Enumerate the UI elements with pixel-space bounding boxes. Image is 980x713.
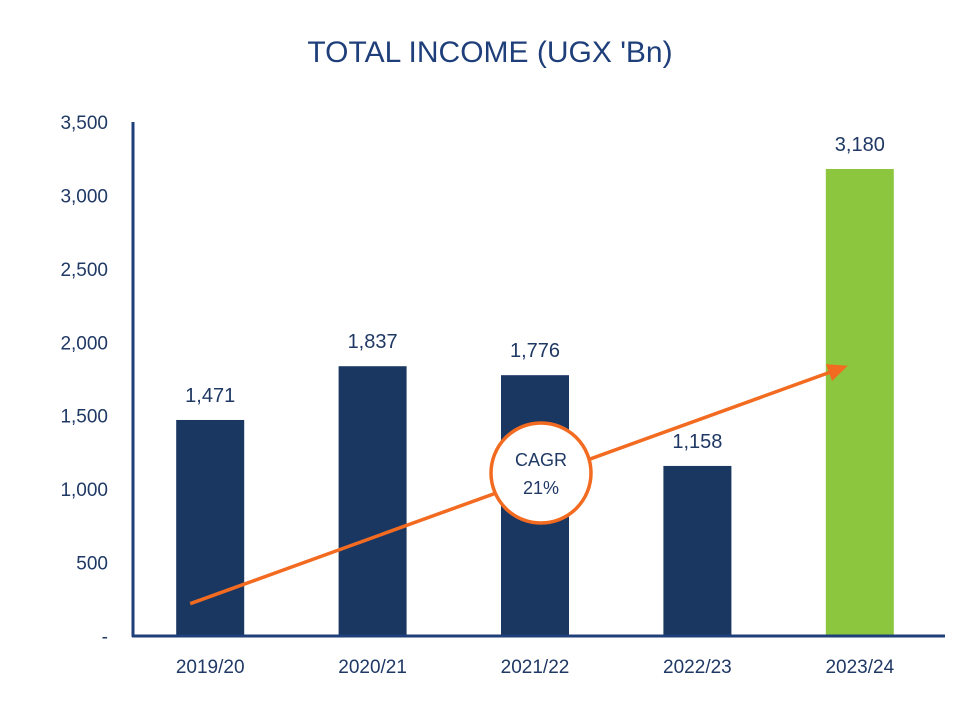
y-tick-label: - <box>102 627 108 648</box>
data-label: 1,776 <box>510 340 560 362</box>
y-tick-label: 1,500 <box>60 407 108 428</box>
cagr-circle <box>489 421 593 525</box>
chart-title: TOTAL INCOME (UGX 'Bn) <box>307 36 672 69</box>
x-tick-label: 2022/23 <box>663 657 732 678</box>
x-tick-label: 2019/20 <box>176 657 245 678</box>
data-label: 3,180 <box>835 134 885 156</box>
bar <box>825 168 894 636</box>
cagr-value: 21% <box>523 478 559 498</box>
data-label: 1,158 <box>672 431 722 453</box>
x-axis-labels: 2019/20 2020/21 2021/22 2022/23 2023/24 <box>176 657 895 678</box>
y-tick-label: 3,500 <box>60 113 108 134</box>
y-axis-ticks: - 500 1,000 1,500 2,000 2,500 3,000 3,500 <box>60 113 108 648</box>
x-tick-label: 2020/21 <box>338 657 407 678</box>
y-tick-label: 1,000 <box>60 480 108 501</box>
bars: 1,471 1,837 1,776 1,158 3,180 <box>176 134 894 636</box>
trend-arrow-head <box>825 364 848 382</box>
y-tick-label: 2,500 <box>60 260 108 281</box>
data-label: 1,471 <box>185 385 235 407</box>
y-tick-label: 500 <box>76 554 108 575</box>
y-tick-label: 2,000 <box>60 333 108 354</box>
bar <box>663 465 732 636</box>
y-tick-label: 3,000 <box>60 186 108 207</box>
bar <box>338 366 407 636</box>
cagr-label: CAGR <box>515 450 567 470</box>
x-tick-label: 2023/24 <box>825 657 894 678</box>
data-label: 1,837 <box>348 331 398 353</box>
cagr-annotation: CAGR 21% <box>489 421 593 525</box>
bar <box>176 419 245 636</box>
x-tick-label: 2021/22 <box>501 657 570 678</box>
